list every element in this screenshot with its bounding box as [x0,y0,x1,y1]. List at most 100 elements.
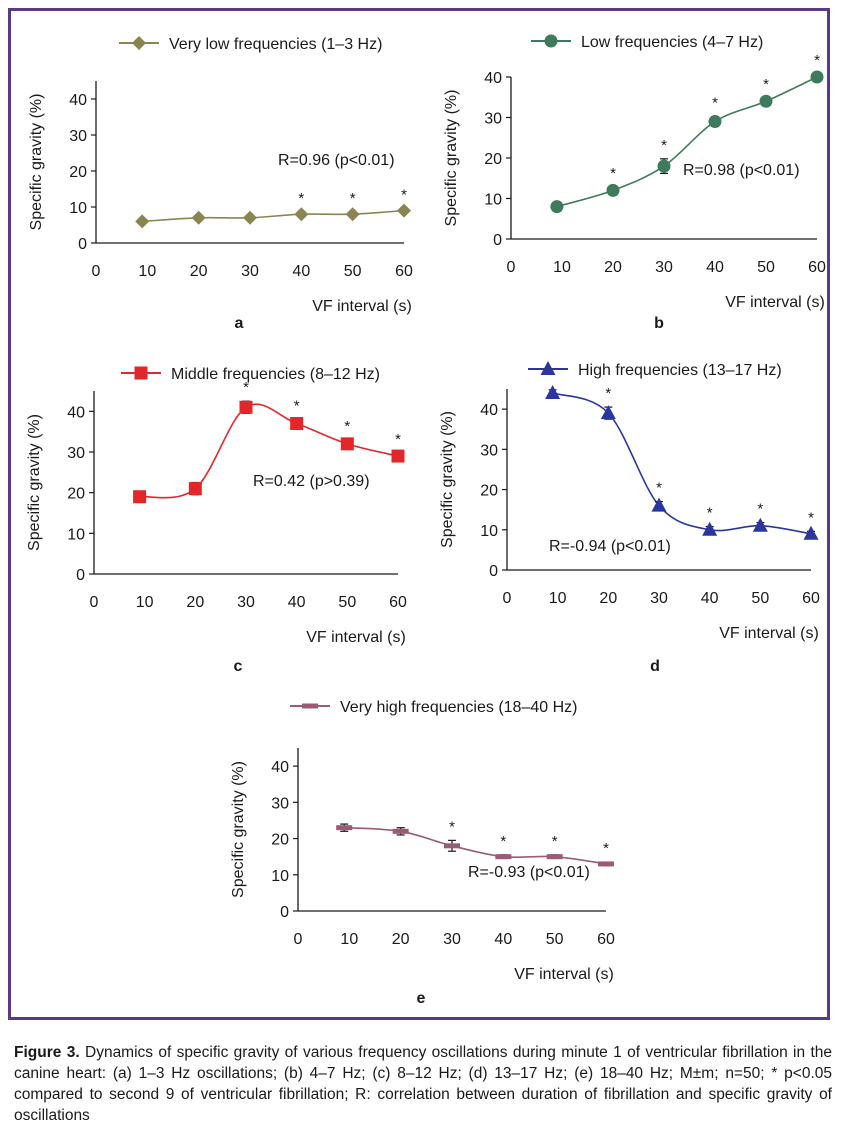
y-tick-label: 10 [271,868,289,885]
x-tick-label: 20 [186,594,204,611]
significance-star: * [294,397,300,414]
panel-label: e [417,990,426,1007]
x-tick-label: 20 [392,931,410,948]
x-axis-title: VF interval (s) [306,629,406,646]
data-point [391,449,405,463]
data-point [606,183,620,197]
significance-star: * [500,833,506,850]
x-tick-label: 50 [546,931,564,948]
y-tick-label: 30 [69,128,87,145]
legend-marker [302,703,318,709]
significance-star: * [656,480,662,497]
data-point [336,825,353,831]
chart-panel-e: 0 10 20 30 40 0 10 20 30 40 50 60 VF interval (s) Spe… [230,699,615,1007]
data-point [759,94,773,108]
legend-marker [540,361,556,375]
chart-panel-c: 0 10 20 30 40 0 10 20 30 40 50 60 VF interval (s) Spe… [26,366,407,675]
panel-label: c [234,658,243,675]
x-tick-label: 0 [90,594,99,611]
x-tick-label: 10 [136,594,154,611]
significance-star: * [814,52,820,69]
correlation-annotation: R=0.42 (p>0.39) [253,473,370,490]
y-axis-title: Specific gravity (%) [28,94,45,231]
legend-label: Middle frequencies (8–12 Hz) [171,366,380,383]
series-line [142,209,405,223]
x-tick-label: 60 [808,259,826,276]
data-point [243,210,257,225]
y-tick-label: 10 [69,200,87,217]
data-point [495,854,512,860]
y-tick-label: 0 [493,232,502,249]
x-tick-label: 10 [553,259,571,276]
data-point [239,400,253,414]
x-tick-label: 40 [292,263,310,280]
correlation-annotation: R=0.96 (p<0.01) [278,152,395,169]
y-tick-label: 0 [78,236,87,253]
y-tick-label: 0 [489,563,498,580]
x-tick-label: 60 [597,931,615,948]
y-tick-label: 20 [484,151,502,168]
significance-star: * [605,385,611,402]
x-tick-label: 60 [395,263,413,280]
legend-marker [134,366,148,380]
caption-label: Figure 3. [14,1044,80,1061]
significance-star: * [757,501,763,518]
x-tick-label: 10 [340,931,358,948]
significance-star: * [401,186,407,203]
series-line [552,392,812,535]
x-tick-label: 40 [701,590,719,607]
y-tick-label: 40 [484,70,502,87]
y-tick-label: 30 [67,445,85,462]
x-axis-title: VF interval (s) [514,966,614,983]
x-tick-label: 30 [443,931,461,948]
significance-star: * [707,505,713,522]
legend-marker [544,34,558,48]
x-tick-label: 40 [706,259,724,276]
significance-star: * [610,165,616,182]
legend-label: Very high frequencies (18–40 Hz) [340,699,577,716]
y-tick-label: 20 [271,832,289,849]
data-point [188,482,202,496]
x-tick-label: 60 [389,594,407,611]
y-axis-title: Specific gravity (%) [26,414,43,551]
legend-marker [132,36,146,50]
series-line [556,76,818,208]
x-tick-label: 30 [655,259,673,276]
x-tick-label: 50 [751,590,769,607]
data-point [345,207,360,222]
significance-star: * [712,95,718,112]
figure-canvas: 0 10 20 30 40 0 10 20 30 40 50 60 VF interval (s) Spe… [26,34,826,1007]
correlation-annotation: R=0.98 (p<0.01) [683,162,800,179]
correlation-annotation: R=-0.94 (p<0.01) [549,538,671,555]
x-tick-label: 10 [549,590,567,607]
x-tick-label: 60 [802,590,820,607]
x-tick-label: 20 [599,590,617,607]
significance-star: * [763,76,769,93]
significance-star: * [552,833,558,850]
data-point [135,214,150,229]
y-tick-label: 20 [69,164,87,181]
x-tick-label: 20 [604,259,622,276]
data-point [550,200,564,214]
legend-label: High frequencies (13–17 Hz) [578,362,782,379]
y-tick-label: 30 [271,795,289,812]
x-axis-title: VF interval (s) [719,625,819,642]
data-point [600,405,616,420]
x-tick-label: 30 [241,263,259,280]
data-point [444,843,460,849]
significance-star: * [449,818,455,835]
x-tick-label: 30 [237,594,255,611]
data-point [397,203,411,218]
y-tick-label: 30 [480,442,498,459]
data-point [803,525,819,540]
y-tick-label: 40 [69,92,87,109]
y-tick-label: 10 [67,526,85,543]
data-point [708,115,722,129]
figure-frame: 0 10 20 30 40 0 10 20 30 40 50 60 VF interval (s) Spe… [8,8,830,1020]
caption-text: Dynamics of specific gravity of various … [14,1044,832,1124]
data-point [810,70,824,84]
data-point [392,828,409,834]
y-axis-title: Specific gravity (%) [443,90,460,227]
panel-label: b [654,315,664,332]
x-tick-label: 40 [494,931,512,948]
